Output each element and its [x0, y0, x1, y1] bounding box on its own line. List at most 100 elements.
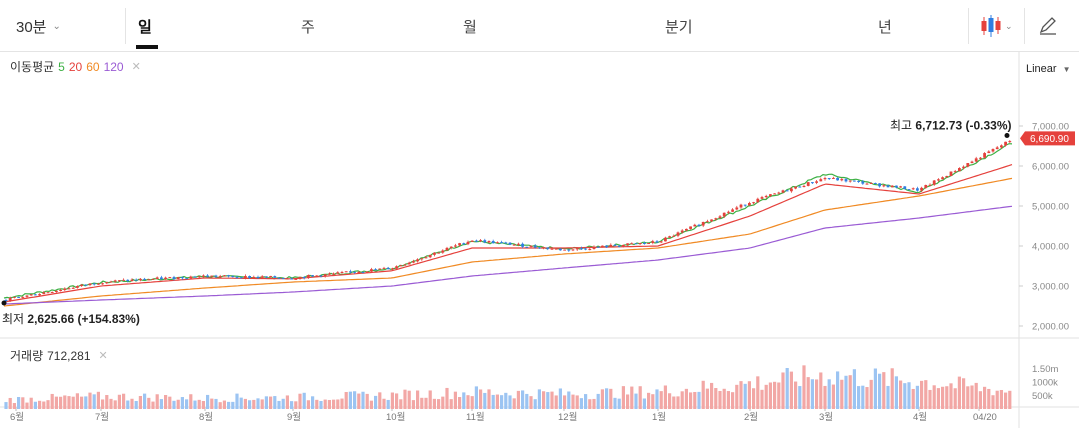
volume-bar	[109, 398, 113, 409]
candle-body	[118, 280, 121, 282]
volume-bar	[252, 399, 256, 409]
candle-body	[785, 190, 789, 192]
candle-body	[265, 276, 268, 278]
volume-bar	[290, 401, 294, 409]
volume-bar	[630, 386, 634, 409]
candles	[4, 140, 1012, 303]
candle-body	[920, 187, 923, 191]
candle-body	[617, 245, 621, 247]
volume-bar	[554, 395, 558, 409]
candle-body	[664, 237, 667, 242]
price-chart[interactable]: 7,000.00 6,000.00 5,000.00 4,000.00 3,000.00…	[0, 52, 1079, 428]
volume-bar	[600, 389, 604, 409]
candle-body	[273, 276, 277, 278]
candle-body	[256, 276, 260, 278]
volume-bar	[180, 397, 184, 409]
candle-body	[693, 224, 697, 227]
candle-body	[290, 278, 293, 280]
volume-bar	[8, 397, 12, 409]
volume-bar	[281, 398, 285, 409]
volume-bar	[546, 392, 550, 409]
candle-body	[743, 204, 747, 206]
tab-day[interactable]: 일	[138, 19, 152, 36]
volume-bar	[407, 390, 411, 409]
scale-select[interactable]: Linear ▼	[1026, 63, 1071, 75]
volume-bar	[777, 382, 781, 409]
close-icon[interactable]: ✕	[98, 350, 108, 362]
volume-bar	[869, 379, 873, 409]
chart-type-select[interactable]: ⌄	[980, 14, 1014, 38]
candle-body	[248, 275, 251, 278]
volume-bar	[693, 391, 697, 409]
tab-week[interactable]: 주	[301, 19, 315, 36]
candle-body	[80, 284, 83, 287]
volume-bar	[760, 389, 764, 409]
volume-bar	[67, 396, 71, 409]
pencil-icon[interactable]	[1037, 16, 1059, 36]
volume-bar	[453, 391, 457, 409]
candle-body	[869, 182, 873, 184]
candle-body	[651, 241, 655, 243]
candle-body	[395, 266, 398, 269]
candle-body	[974, 158, 978, 162]
candle-body	[260, 276, 264, 278]
candle-body	[571, 249, 575, 251]
interval-label: 30분	[16, 19, 47, 36]
candle-body	[769, 194, 772, 196]
price-tick-label: 5,000.00	[1032, 202, 1069, 213]
volume-bar	[857, 386, 861, 409]
candle-body	[937, 179, 940, 181]
tab-month[interactable]: 월	[463, 19, 477, 36]
tab-quarter[interactable]: 분기	[665, 19, 693, 36]
candle-body	[983, 153, 986, 158]
price-tick-label: 2,000.00	[1032, 322, 1069, 333]
volume-bar	[747, 381, 751, 409]
volume-bar	[886, 385, 890, 409]
volume-bar	[575, 395, 579, 409]
volume-bar	[995, 390, 999, 409]
candle-body	[1004, 141, 1007, 146]
candle-body	[601, 245, 604, 248]
volume-bar	[227, 401, 231, 409]
volume-bar	[63, 395, 67, 409]
volume-bar	[663, 385, 667, 409]
volume-bar	[348, 391, 352, 409]
volume-bar	[12, 403, 16, 409]
volume-bar	[235, 393, 239, 409]
time-tick-label: 12월	[558, 411, 577, 423]
candle-body	[185, 278, 188, 280]
volume-bar	[878, 373, 882, 409]
candle-body	[374, 269, 377, 271]
candle-body	[29, 294, 33, 296]
candle-body	[953, 171, 957, 173]
candle-body	[794, 186, 797, 189]
candle-body	[949, 171, 953, 176]
candle-body	[92, 283, 96, 285]
candle-body	[323, 274, 327, 277]
candle-body	[979, 157, 982, 159]
ma-legend-title: 이동평균	[10, 60, 55, 74]
interval-select[interactable]: 30분 ⌄	[16, 16, 61, 37]
time-tick-label: 10월	[386, 411, 405, 423]
candle-body	[878, 183, 881, 187]
candle-body	[214, 275, 218, 277]
candle-body	[819, 179, 823, 182]
volume-bar	[962, 378, 966, 409]
volume-bar	[176, 399, 180, 409]
candle-body	[218, 276, 222, 278]
candle-body	[311, 275, 314, 277]
volume-bar	[495, 394, 499, 409]
candle-body	[281, 278, 285, 280]
volume-bar	[579, 398, 583, 409]
candle-body	[181, 277, 184, 279]
candle-body	[970, 161, 974, 164]
close-icon[interactable]: ✕	[131, 61, 141, 73]
candle-body	[109, 281, 113, 283]
volume-bar	[323, 399, 327, 409]
candle-body	[67, 288, 71, 290]
candle-body	[202, 275, 205, 277]
period-toolbar: 30분 ⌄ 일 주 월 분기 년 ⌄	[0, 0, 1079, 52]
tab-year[interactable]: 년	[878, 19, 892, 36]
volume-bar	[668, 393, 672, 409]
volume-bar	[810, 379, 814, 409]
